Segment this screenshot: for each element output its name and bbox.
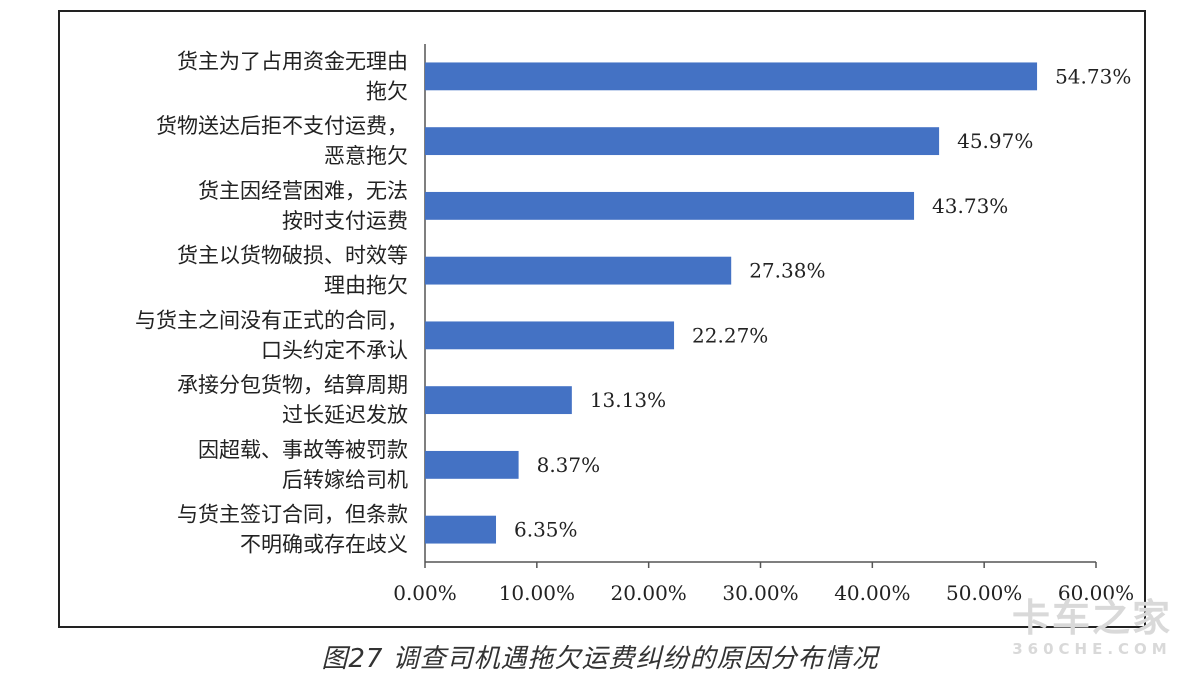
bar-value-label: 22.27% — [692, 323, 768, 347]
watermark-main: 卡车之家 — [1011, 596, 1172, 640]
bar — [425, 515, 497, 544]
category-label: 恶意拖欠 — [324, 144, 408, 168]
bar — [425, 256, 732, 285]
category-label: 按时支付运费 — [282, 209, 408, 233]
bar-value-label: 13.13% — [590, 388, 666, 412]
bar — [425, 386, 572, 415]
category-label: 不明确或存在歧义 — [240, 533, 408, 557]
category-label: 因超载、事故等被罚款 — [198, 438, 408, 462]
category-label: 承接分包货物，结算周期 — [177, 373, 408, 397]
x-tick-label: 30.00% — [722, 581, 798, 605]
bar-value-label: 54.73% — [1055, 64, 1131, 88]
bar-value-label: 45.97% — [957, 129, 1033, 153]
bar-chart: 0.00% 10.00% 20.00% 30.00% 40.00% 50.00% 60.00… — [135, 44, 1134, 605]
x-tick-label: 40.00% — [834, 581, 910, 605]
x-tick-label: 20.00% — [611, 581, 687, 605]
category-label: 理由拖欠 — [324, 274, 408, 298]
category-label: 口头约定不承认 — [261, 338, 408, 362]
watermark-sub: 360CHE.COM — [1012, 640, 1172, 658]
bar-value-label: 27.38% — [749, 259, 825, 283]
category-label: 货主以货物破损、时效等 — [177, 244, 408, 268]
bar — [425, 191, 915, 220]
x-tick-label: 60.00% — [1058, 581, 1134, 605]
category-label: 货物送达后拒不支付运费， — [156, 114, 408, 138]
bar — [425, 321, 675, 350]
bar-value-label: 6.35% — [514, 518, 578, 542]
chart-frame: 0.00% 10.00% 20.00% 30.00% 40.00% 50.00% 60.00… — [58, 10, 1146, 628]
bar — [425, 450, 519, 479]
x-tick-label: 0.00% — [393, 581, 457, 605]
category-label: 与货主之间没有正式的合同， — [135, 308, 408, 332]
bar-value-label: 8.37% — [537, 453, 601, 477]
bar — [425, 127, 940, 156]
category-label: 货主因经营困难，无法 — [198, 179, 408, 203]
watermark-logo: 卡车之家 360CHE.COM — [1012, 596, 1172, 658]
x-tick-label: 10.00% — [499, 581, 575, 605]
category-label: 与货主签订合同，但条款 — [177, 503, 408, 527]
bar-value-label: 43.73% — [932, 194, 1008, 218]
category-label: 过长延迟发放 — [282, 403, 408, 427]
figure-caption: 图27 调查司机遇拖欠运费纠纷的原因分布情况 — [321, 644, 879, 674]
x-tick-label: 50.00% — [946, 581, 1022, 605]
category-label: 拖欠 — [366, 79, 408, 103]
bar — [425, 62, 1038, 91]
category-label: 货主为了占用资金无理由 — [177, 49, 408, 73]
category-label: 后转嫁给司机 — [282, 468, 408, 492]
